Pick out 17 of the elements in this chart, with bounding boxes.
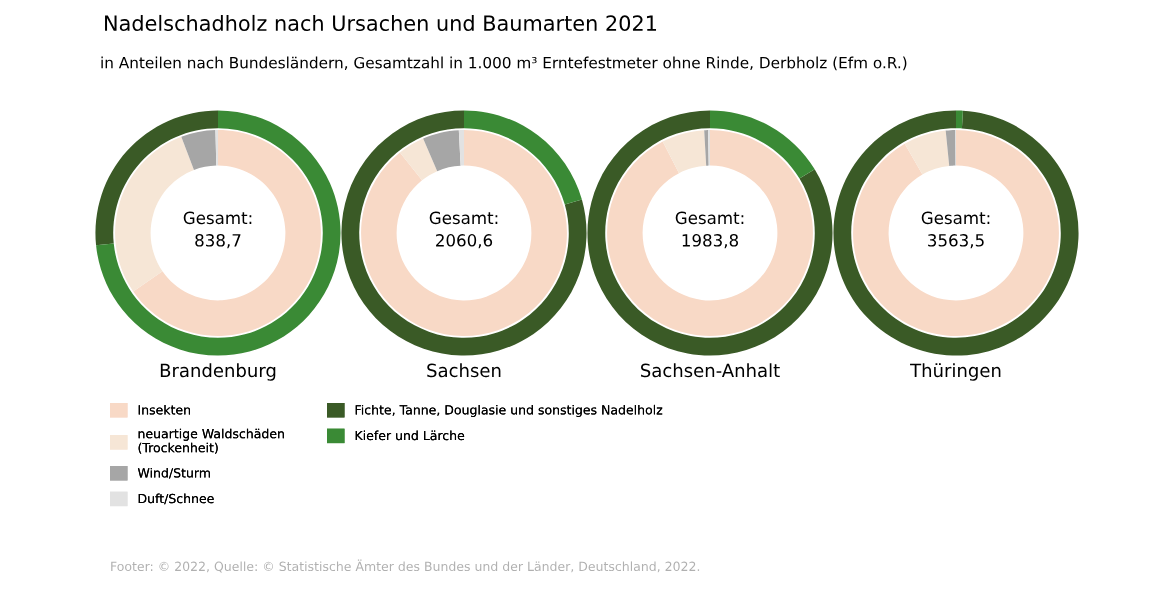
legend-label: Duft/Schnee (138, 493, 214, 505)
chart-title: Nadelschadholz nach Ursachen und Baumarten 2021 (105, 14, 657, 32)
legend-label: neuartige Waldschäden (Trockenheit) (138, 428, 284, 454)
text: Gesamt: 2060,6 (429, 211, 498, 249)
text: Gesamt: 3563,5 (921, 211, 990, 249)
text: Brandenburg (160, 363, 276, 381)
text: Sachsen (427, 363, 501, 378)
text: Gesamt: 1983,8 (675, 211, 744, 249)
text: Thüringen (910, 363, 1001, 381)
text: Footer: © 2022, Quelle: © Statistische Ämter des Bundes und der Länder, Deutschland, 2022. (111, 559, 700, 573)
text: Sachsen-Anhalt (641, 363, 780, 378)
legend-label: Fichte, Tanne, Douglasie und sonstiges Nadelholz (355, 404, 663, 417)
text: Gesamt: 838,7 (183, 211, 252, 249)
legend-label: Kiefer und Lärche (355, 430, 465, 441)
chart-subtitle: in Anteilen nach Bundesländern, Gesamtzahl in 1.000 m³ Erntefestmeter ohne Rinde, Derbholz (Efm o.R.) (101, 56, 907, 71)
legend-label: Wind/Sturm (137, 467, 210, 479)
legend-label: Insekten (138, 404, 190, 415)
